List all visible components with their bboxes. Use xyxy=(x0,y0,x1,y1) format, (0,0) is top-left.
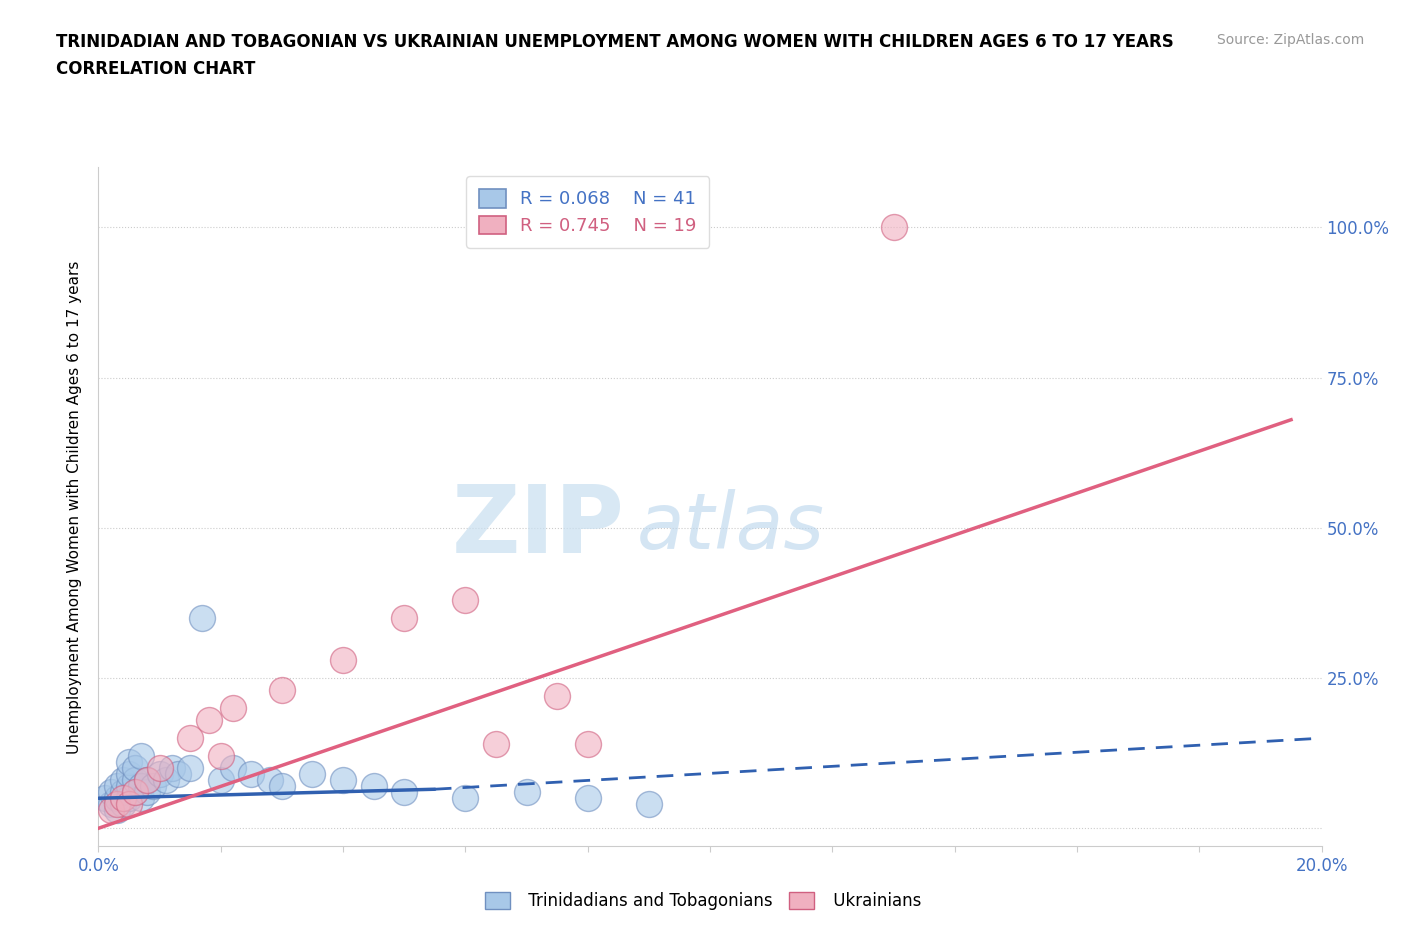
Point xyxy=(124,761,146,776)
Point xyxy=(118,755,141,770)
Text: ZIP: ZIP xyxy=(451,481,624,573)
Point xyxy=(209,749,232,764)
Point xyxy=(155,773,177,788)
Point xyxy=(136,773,159,788)
Point xyxy=(332,773,354,788)
Point xyxy=(111,790,134,805)
Point xyxy=(93,790,115,805)
Point xyxy=(209,773,232,788)
Point xyxy=(129,778,152,793)
Point xyxy=(332,653,354,668)
Legend:  Trinidadians and Tobagonians,  Ukrainians: Trinidadians and Tobagonians, Ukrainians xyxy=(478,885,928,917)
Point xyxy=(167,766,190,781)
Point xyxy=(129,790,152,805)
Text: TRINIDADIAN AND TOBAGONIAN VS UKRAINIAN UNEMPLOYMENT AMONG WOMEN WITH CHILDREN A: TRINIDADIAN AND TOBAGONIAN VS UKRAINIAN … xyxy=(56,33,1174,50)
Point xyxy=(129,749,152,764)
Point xyxy=(392,785,416,800)
Point xyxy=(516,785,538,800)
Point xyxy=(259,773,281,788)
Point xyxy=(576,737,599,751)
Point xyxy=(105,790,128,805)
Point xyxy=(576,790,599,805)
Text: atlas: atlas xyxy=(637,489,824,565)
Point xyxy=(136,785,159,800)
Point xyxy=(124,773,146,788)
Point xyxy=(100,803,122,817)
Legend: R = 0.068    N = 41, R = 0.745    N = 19: R = 0.068 N = 41, R = 0.745 N = 19 xyxy=(467,177,709,247)
Point xyxy=(363,778,385,793)
Point xyxy=(546,688,568,703)
Point xyxy=(105,803,128,817)
Point xyxy=(118,778,141,793)
Point xyxy=(149,761,172,776)
Point xyxy=(392,611,416,626)
Point xyxy=(454,790,477,805)
Point xyxy=(149,766,172,781)
Point xyxy=(179,761,201,776)
Y-axis label: Unemployment Among Women with Children Ages 6 to 17 years: Unemployment Among Women with Children A… xyxy=(67,260,83,753)
Point xyxy=(222,761,245,776)
Point xyxy=(222,700,245,715)
Point xyxy=(454,592,477,607)
Point xyxy=(105,778,128,793)
Point xyxy=(111,797,134,812)
Point xyxy=(136,773,159,788)
Point xyxy=(118,790,141,805)
Point xyxy=(191,611,214,626)
Point xyxy=(118,797,141,812)
Point xyxy=(270,683,292,698)
Point xyxy=(637,797,661,812)
Point xyxy=(111,773,134,788)
Point xyxy=(179,731,201,746)
Point xyxy=(142,778,165,793)
Point xyxy=(100,785,122,800)
Point xyxy=(197,712,219,727)
Point xyxy=(118,766,141,781)
Point xyxy=(100,797,122,812)
Point xyxy=(105,797,128,812)
Point xyxy=(270,778,292,793)
Point xyxy=(111,785,134,800)
Point xyxy=(124,785,146,800)
Text: CORRELATION CHART: CORRELATION CHART xyxy=(56,60,256,78)
Point xyxy=(124,785,146,800)
Text: Source: ZipAtlas.com: Source: ZipAtlas.com xyxy=(1216,33,1364,46)
Point xyxy=(240,766,263,781)
Point xyxy=(485,737,508,751)
Point xyxy=(160,761,183,776)
Point xyxy=(301,766,323,781)
Point xyxy=(883,220,905,235)
